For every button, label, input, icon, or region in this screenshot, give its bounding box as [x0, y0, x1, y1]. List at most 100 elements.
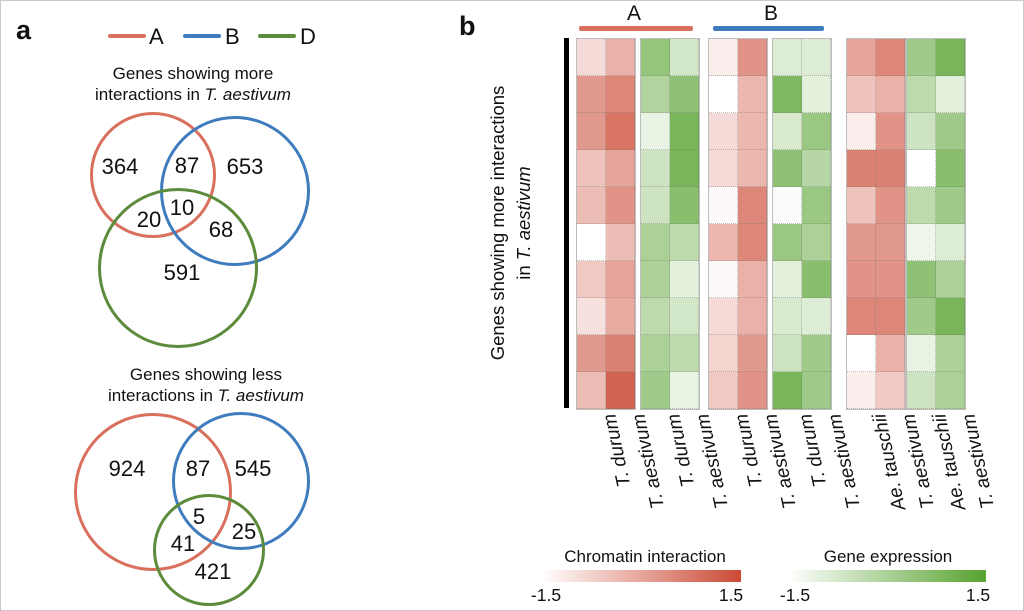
heatmap-cell: [876, 335, 905, 372]
chromatin-colorbar-min: -1.5: [530, 585, 562, 605]
heatmap-cell: [670, 335, 699, 372]
expression-colorbar: [788, 570, 986, 582]
venn1-count-abd: 10: [169, 195, 195, 220]
heatmap-cell: [802, 224, 831, 261]
venn1-count-a-only: 364: [101, 154, 139, 179]
heatmap-cell: [641, 150, 670, 187]
heatmap-cell: [773, 76, 802, 113]
heatmap-d-chromatin: [846, 38, 906, 410]
heatmap-cell: [876, 261, 905, 298]
heatmap-cell: [738, 335, 767, 372]
heatmap-cell: [773, 39, 802, 76]
heatmap-cell: [802, 261, 831, 298]
heatmap-cell: [709, 39, 738, 76]
heatmap-cell: [802, 39, 831, 76]
heatmap-cell: [907, 76, 936, 113]
heatmap-cell: [709, 335, 738, 372]
panel-b-label: b: [459, 11, 476, 41]
heatmap-cell: [577, 113, 606, 150]
heatmap-cell: [907, 261, 936, 298]
venn2-circle-d: [153, 494, 265, 606]
legend-label-b: B: [225, 24, 240, 49]
heatmap-cell: [773, 261, 802, 298]
heatmap-a-chromatin: [576, 38, 636, 410]
heatmap-cell: [606, 187, 635, 224]
heatmap-cell: [606, 298, 635, 335]
venn2-count-abd: 5: [192, 504, 206, 529]
heatmap-cell: [738, 39, 767, 76]
y-axis-line2: in T. aestivum: [513, 166, 534, 280]
heatmap-cell: [670, 113, 699, 150]
heatmap-cell: [847, 335, 876, 372]
heatmap-cell: [773, 298, 802, 335]
heatmap-cell: [876, 187, 905, 224]
heatmap-cell: [847, 298, 876, 335]
heatmap-cell: [738, 76, 767, 113]
heatmap-cell: [709, 298, 738, 335]
heatmap-cell: [606, 224, 635, 261]
expression-legend-title: Gene expression: [823, 547, 953, 566]
heatmap-cell: [936, 335, 965, 372]
chromatin-legend-title: Chromatin interaction: [564, 547, 726, 566]
venn1-count-ab: 87: [174, 153, 200, 178]
venn2-count-bd: 25: [231, 519, 257, 544]
heatmap-cell: [606, 150, 635, 187]
heatmap-cell: [738, 187, 767, 224]
heatmap-cell: [847, 76, 876, 113]
venn2-count-ad: 41: [170, 531, 196, 556]
heatmap-cell: [907, 113, 936, 150]
heatmap-cell: [876, 76, 905, 113]
heatmap-cell: [802, 113, 831, 150]
heatmap-cell: [577, 187, 606, 224]
group-b-label: B: [763, 2, 779, 25]
heatmap-column-label: T. aestivum: [628, 411, 670, 511]
heatmap-cell: [641, 39, 670, 76]
heatmap-column-label: T. aestivum: [692, 411, 734, 511]
heatmap-cell: [773, 372, 802, 409]
heatmap-b-expression: [772, 38, 832, 410]
heatmap-cell: [738, 113, 767, 150]
heatmap-cell: [641, 224, 670, 261]
heatmap-cell: [709, 261, 738, 298]
venn1-count-bd: 68: [208, 217, 234, 242]
heatmap-cell: [606, 372, 635, 409]
heatmap-cell: [847, 187, 876, 224]
heatmap-cell: [670, 150, 699, 187]
heatmap-cell: [738, 261, 767, 298]
heatmap-cell: [773, 335, 802, 372]
legend-line-d: [258, 34, 296, 38]
heatmap-cell: [577, 76, 606, 113]
heatmap-cell: [709, 113, 738, 150]
heatmap-cell: [907, 372, 936, 409]
heatmap-cell: [936, 76, 965, 113]
heatmap-cell: [709, 76, 738, 113]
heatmap-cell: [936, 150, 965, 187]
heatmap-cell: [709, 372, 738, 409]
heatmap-cell: [936, 298, 965, 335]
heatmap-cell: [907, 150, 936, 187]
heatmap-cell: [670, 224, 699, 261]
heatmap-cell: [641, 261, 670, 298]
heatmap-column-label: T. aestivum: [760, 411, 802, 511]
heatmap-cell: [670, 187, 699, 224]
heatmap-cell: [802, 187, 831, 224]
heatmap-cell: [709, 150, 738, 187]
heatmap-cell: [936, 113, 965, 150]
group-a-bar: [579, 26, 693, 31]
expression-colorbar-max: 1.5: [965, 585, 991, 605]
heatmap-cell: [802, 372, 831, 409]
chromatin-colorbar-max: 1.5: [718, 585, 744, 605]
heatmap-cell: [847, 372, 876, 409]
expression-colorbar-min: -1.5: [779, 585, 811, 605]
heatmap-cell: [641, 372, 670, 409]
heatmap-cell: [577, 298, 606, 335]
legend-line-a: [108, 34, 146, 38]
legend-label-a: A: [149, 24, 164, 49]
heatmap-a-expression: [640, 38, 700, 410]
heatmap-cell: [606, 261, 635, 298]
heatmap-cell: [641, 76, 670, 113]
heatmap-cell: [670, 39, 699, 76]
heatmap-cell: [577, 261, 606, 298]
venn-less-title-line1: Genes showing less: [129, 365, 283, 384]
